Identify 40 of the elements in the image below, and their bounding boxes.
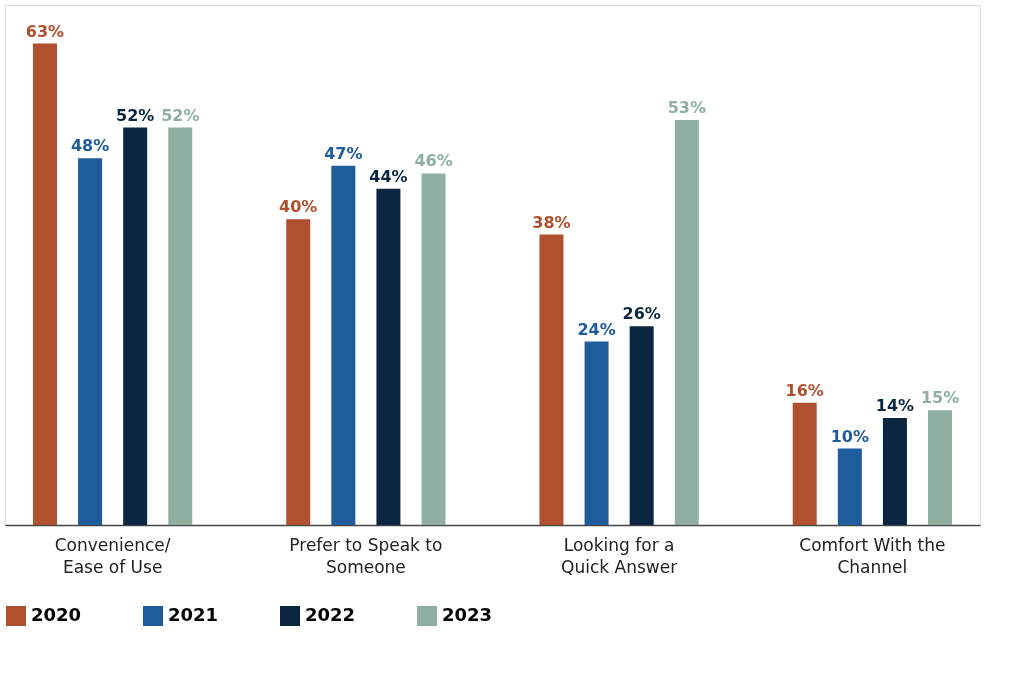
data-label: 40% [279, 197, 318, 217]
bar [376, 188, 401, 525]
data-label: 48% [70, 136, 110, 156]
data-label: 52% [161, 105, 200, 125]
bar [837, 448, 862, 525]
data-label: 47% [324, 143, 363, 163]
bar [421, 173, 446, 525]
data-label: 63% [25, 21, 65, 41]
bar [286, 219, 311, 525]
bar [629, 326, 654, 525]
data-label: 15% [920, 388, 960, 408]
legend-label: 2022 [305, 604, 356, 625]
data-label: 24% [577, 319, 616, 339]
x-tick-label: Comfort With the Channel [799, 534, 946, 577]
bar [539, 234, 564, 525]
data-label: 53% [667, 97, 706, 117]
legend-label: 2021 [168, 604, 219, 625]
bar [168, 127, 193, 525]
bar [928, 410, 953, 525]
x-tick-label: Looking for a Quick Answer [561, 534, 678, 577]
bar [792, 402, 817, 525]
bar [32, 43, 57, 525]
bar [674, 119, 699, 525]
data-label: 16% [785, 380, 824, 400]
bar [331, 165, 356, 525]
legend-label: 2023 [442, 604, 493, 625]
data-label: 46% [414, 151, 453, 171]
data-label: 44% [369, 166, 408, 186]
data-label: 10% [830, 426, 869, 446]
data-label: 14% [875, 396, 915, 415]
bar [123, 127, 148, 525]
bar [584, 341, 609, 525]
bar [78, 158, 103, 525]
x-tick-label: Convenience/ Ease of Use [54, 534, 171, 577]
data-label: 26% [622, 304, 661, 324]
legend-label: 2020 [31, 604, 82, 625]
x-tick-label: Prefer to Speak to Someone [289, 534, 443, 577]
data-label: 38% [532, 212, 571, 232]
data-label: 52% [116, 105, 155, 125]
bar [882, 418, 907, 525]
